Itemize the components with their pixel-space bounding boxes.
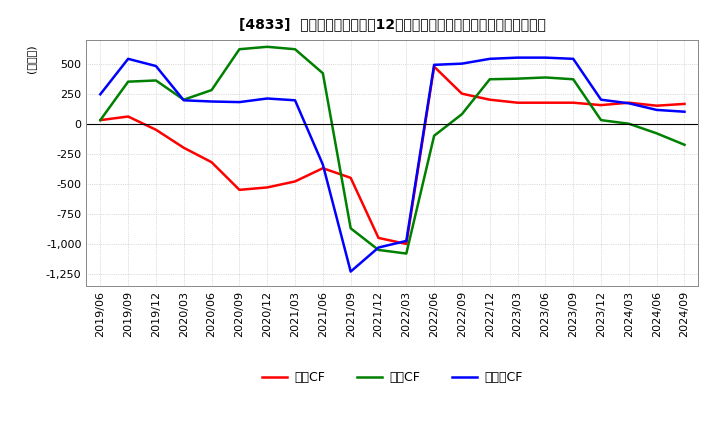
Title: [4833]  キャッシュフローの12か月移動合計の対前年同期増減額の推移: [4833] キャッシュフローの12か月移動合計の対前年同期増減額の推移 — [239, 18, 546, 32]
フリーCF — [96, 92, 104, 97]
投資CF — [207, 88, 216, 93]
フリーCF — [179, 98, 188, 103]
営業CF — [652, 103, 661, 108]
フリーCF — [263, 96, 271, 101]
フリーCF — [207, 99, 216, 104]
フリーCF — [569, 56, 577, 62]
投資CF — [624, 121, 633, 126]
投資CF — [124, 79, 132, 84]
営業CF — [541, 100, 550, 105]
投資CF — [652, 131, 661, 136]
営業CF — [179, 145, 188, 150]
Legend: 営業CF, 投資CF, フリーCF: 営業CF, 投資CF, フリーCF — [257, 366, 528, 389]
投資CF — [96, 117, 104, 123]
投資CF — [179, 97, 188, 103]
フリーCF — [430, 62, 438, 67]
投資CF — [680, 142, 689, 147]
フリーCF — [513, 55, 522, 60]
投資CF — [430, 133, 438, 139]
フリーCF — [124, 56, 132, 62]
投資CF — [485, 77, 494, 82]
投資CF — [235, 47, 243, 52]
営業CF — [624, 100, 633, 105]
フリーCF — [402, 238, 410, 244]
フリーCF — [346, 269, 355, 274]
投資CF — [513, 76, 522, 81]
営業CF — [291, 179, 300, 184]
フリーCF — [374, 245, 383, 250]
投資CF — [346, 226, 355, 231]
投資CF — [318, 70, 327, 76]
Text: (百万円): (百万円) — [27, 44, 36, 73]
フリーCF — [291, 98, 300, 103]
投資CF — [402, 251, 410, 256]
フリーCF — [485, 56, 494, 62]
営業CF — [680, 101, 689, 106]
投資CF — [152, 78, 161, 83]
投資CF — [458, 111, 467, 117]
営業CF — [263, 185, 271, 190]
投資CF — [291, 47, 300, 52]
営業CF — [513, 100, 522, 105]
フリーCF — [235, 99, 243, 105]
営業CF — [152, 127, 161, 132]
営業CF — [124, 114, 132, 119]
営業CF — [374, 235, 383, 241]
フリーCF — [624, 101, 633, 106]
フリーCF — [597, 97, 606, 103]
フリーCF — [680, 109, 689, 114]
Line: 営業CF: 営業CF — [100, 66, 685, 244]
フリーCF — [152, 63, 161, 69]
営業CF — [346, 175, 355, 180]
フリーCF — [652, 107, 661, 113]
営業CF — [597, 103, 606, 108]
営業CF — [458, 91, 467, 96]
営業CF — [318, 165, 327, 171]
投資CF — [597, 117, 606, 123]
投資CF — [374, 247, 383, 253]
フリーCF — [458, 61, 467, 66]
投資CF — [541, 75, 550, 80]
営業CF — [235, 187, 243, 192]
営業CF — [207, 160, 216, 165]
営業CF — [485, 97, 494, 103]
営業CF — [96, 117, 104, 123]
フリーCF — [541, 55, 550, 60]
営業CF — [402, 241, 410, 246]
フリーCF — [318, 162, 327, 167]
営業CF — [569, 100, 577, 105]
投資CF — [263, 44, 271, 49]
営業CF — [430, 64, 438, 69]
Line: フリーCF: フリーCF — [100, 58, 685, 271]
Line: 投資CF: 投資CF — [100, 47, 685, 253]
投資CF — [569, 77, 577, 82]
